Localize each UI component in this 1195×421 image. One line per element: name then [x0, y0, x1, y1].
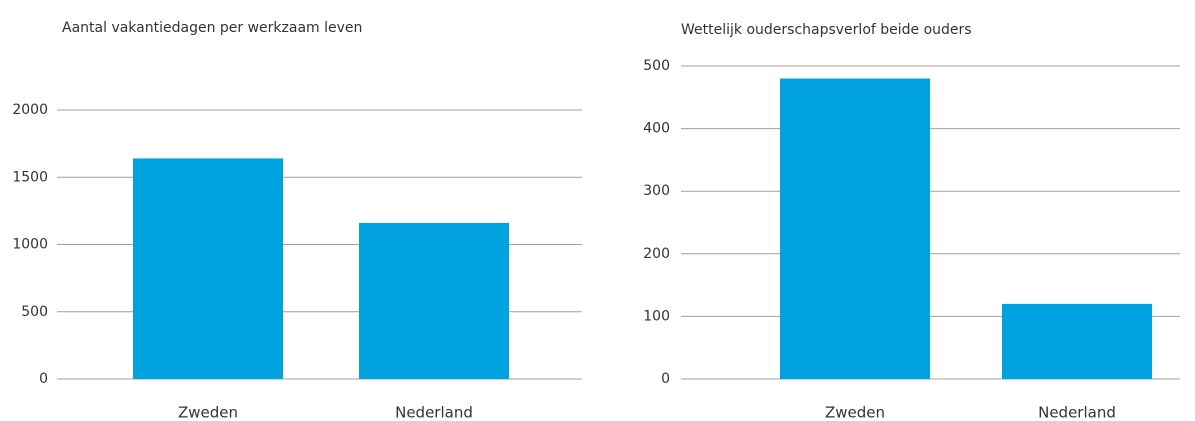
x-tick-label: Zweden: [825, 404, 885, 421]
y-tick-label: 400: [643, 121, 670, 137]
bar: [359, 222, 509, 379]
y-tick-label: 1000: [12, 237, 48, 253]
x-tick-label: Nederland: [395, 404, 473, 421]
chart-title: Aantal vakantiedagen per werkzaam leven: [62, 20, 362, 36]
x-tick-label: Nederland: [1038, 404, 1116, 421]
bar: [780, 78, 930, 380]
chart-title: Wettelijk ouderschapsverlof beide ouders: [681, 22, 972, 38]
y-tick-label: 2000: [12, 102, 48, 118]
x-tick-label: Zweden: [178, 404, 238, 421]
y-tick-label: 500: [21, 304, 48, 320]
y-tick-label: 200: [643, 246, 670, 262]
y-tick-label: 1500: [12, 169, 48, 185]
y-tick-label: 100: [643, 308, 670, 324]
bar: [1002, 303, 1152, 379]
y-tick-label: 0: [39, 371, 48, 387]
y-tick-label: 0: [661, 371, 670, 387]
y-tick-label: 500: [643, 58, 670, 74]
bar: [133, 158, 283, 379]
y-tick-label: 300: [643, 183, 670, 199]
